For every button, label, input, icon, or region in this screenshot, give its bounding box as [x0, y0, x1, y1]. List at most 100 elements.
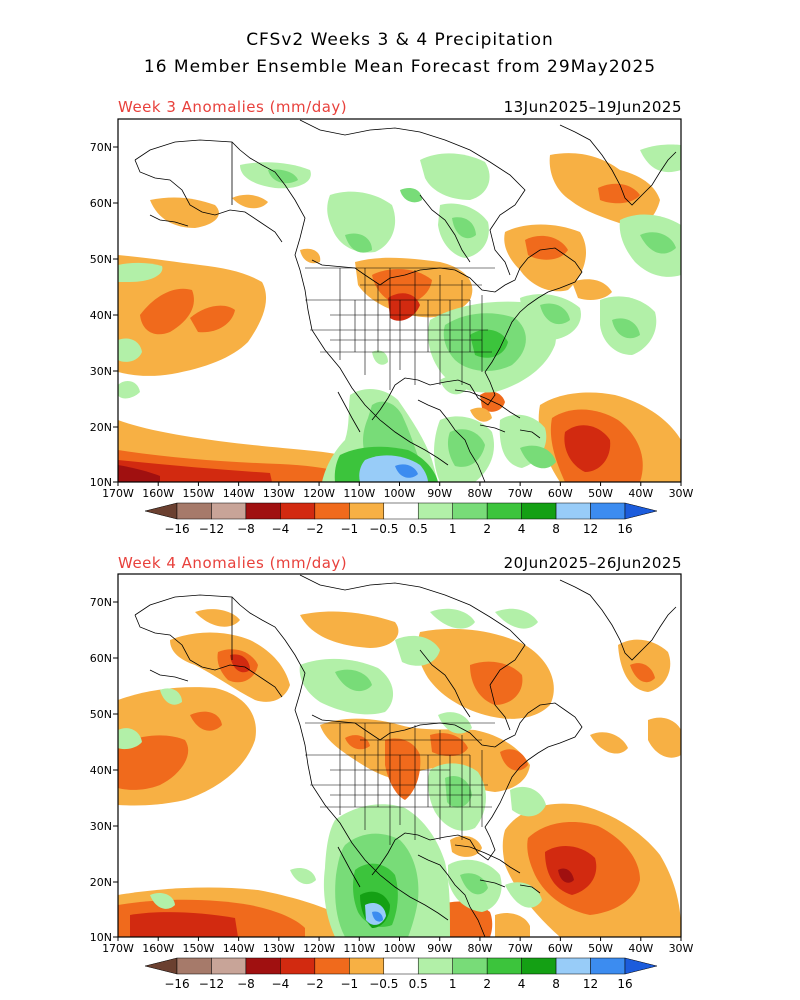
week4-colorbar-label: 12: [583, 977, 598, 991]
week4-lon-label: 60W: [548, 942, 573, 955]
week3-lat-label: 20N: [90, 421, 112, 434]
week3-colorbar-label: 12: [583, 522, 598, 536]
week3-colorbar-swatch: [176, 502, 212, 520]
week4-lon-label: 100W: [384, 942, 416, 955]
week3-lon-label: 70W: [508, 487, 533, 500]
week3-colorbar-swatch: [452, 502, 488, 520]
week3-colorbar-swatch: [211, 502, 247, 520]
week3-lon-label: 30W: [669, 487, 694, 500]
week3-lon-label: 170W: [102, 487, 134, 500]
week3-lon-label: 150W: [182, 487, 214, 500]
title-line-2: 16 Member Ensemble Mean Forecast from 29…: [143, 57, 657, 77]
week4-colorbar-swatch: [555, 957, 591, 975]
week3-state-lines: [305, 267, 495, 390]
week3-colorbar-swatch: [555, 502, 591, 520]
week3-colorbar-label: 4: [518, 522, 526, 536]
week3-lon-label: 130W: [263, 487, 295, 500]
week4-colorbar-swatch: [349, 957, 385, 975]
week4-lat-label: 10N: [90, 931, 112, 944]
week4-colorbar-label: 1: [449, 977, 457, 991]
week4-colorbar-label: −1: [340, 977, 358, 991]
week3-lon-label: 50W: [588, 487, 613, 500]
week4-colorbar-swatch: [211, 957, 247, 975]
week4-lat-label: 60N: [90, 652, 112, 665]
week4-dry-regions: [118, 609, 681, 937]
week3-colorbar-label: 8: [552, 522, 560, 536]
week4-colorbar-swatch: [245, 957, 281, 975]
week4-lat-label: 40N: [90, 764, 112, 777]
week3-lat-label: 40N: [90, 309, 112, 322]
week3-colorbar-swatch: [486, 502, 522, 520]
week4-state-lines: [305, 722, 495, 845]
week3-lon-label: 160W: [142, 487, 174, 500]
week4-colorbar-label: 2: [483, 977, 491, 991]
week3-colorbar-swatch: [521, 502, 557, 520]
title-line-1: CFSv2 Weeks 3 & 4 Precipitation: [246, 30, 554, 50]
week3-colorbar-label: −12: [199, 522, 224, 536]
week3-colorbar-label: −8: [237, 522, 255, 536]
week4-lat-label: 70N: [90, 596, 112, 609]
week4-lon-label: 40W: [628, 942, 653, 955]
week3-lon-label: 60W: [548, 487, 573, 500]
week4-lon-label: 50W: [588, 942, 613, 955]
week4-colorbar-swatch: [590, 957, 626, 975]
week3-colorbar-end-low: [144, 502, 178, 520]
week3-lon-label: 110W: [343, 487, 375, 500]
week3-lon-label: 140W: [223, 487, 255, 500]
week3-colorbar-label: −0.5: [369, 522, 398, 536]
week3-colorbar-label: 0.5: [409, 522, 428, 536]
week3-lat-label: 10N: [90, 476, 112, 489]
week3-lon-label: 40W: [628, 487, 653, 500]
week4-colorbar-label: −16: [164, 977, 189, 991]
week3-colorbar-swatch: [590, 502, 626, 520]
week3-colorbar-swatch: [383, 502, 419, 520]
week4-lon-label: 160W: [142, 942, 174, 955]
week3-colorbar-swatch: [314, 502, 350, 520]
week4-lon-label: 170W: [102, 942, 134, 955]
week4-colorbar-end-low: [144, 957, 178, 975]
week4-colorbar-label: −8: [237, 977, 255, 991]
week4-label: Week 4 Anomalies (mm/day): [118, 554, 348, 572]
week4-colorbar-label: 0.5: [409, 977, 428, 991]
week3-colorbar-end-high: [624, 502, 658, 520]
week4-colorbar-label: −0.5: [369, 977, 398, 991]
week3-dry-regions: [118, 153, 681, 482]
week3-label: Week 3 Anomalies (mm/day): [118, 98, 348, 116]
week3-lat-label: 50N: [90, 253, 112, 266]
week3-lat-label: 70N: [90, 141, 112, 154]
week4-colorbar-label: 16: [617, 977, 632, 991]
week3-lat-label: 30N: [90, 365, 112, 378]
week3-colorbar-swatch: [245, 502, 281, 520]
week3-lon-label: 80W: [467, 487, 492, 500]
week4-wet-regions: [118, 608, 546, 937]
week3-lon-label: 90W: [427, 487, 452, 500]
colorbar-week3: −16 −12 −8 −4 −2 −1 −0.5 0.5 1 2 4 8 12 16: [144, 502, 658, 536]
week4-lon-label: 30W: [669, 942, 694, 955]
week4-colorbar-swatch: [314, 957, 350, 975]
week4-coastlines: [134, 574, 677, 937]
week4-lon-label: 110W: [343, 942, 375, 955]
week4-lon-label: 140W: [223, 942, 255, 955]
week3-lat-label: 60N: [90, 197, 112, 210]
week3-colorbar-swatch: [349, 502, 385, 520]
week4-dates: 20Jun2025–26Jun2025: [503, 554, 682, 572]
week3-dates: 13Jun2025–19Jun2025: [503, 98, 682, 116]
week4-colorbar-swatch: [521, 957, 557, 975]
week4-colorbar-label: 8: [552, 977, 560, 991]
colorbar-week4: −16 −12 −8 −4 −2 −1 −0.5 0.5 1 2 4 8 12 16: [144, 957, 658, 991]
week3-colorbar-label: 16: [617, 522, 632, 536]
week3-colorbar-label: −1: [340, 522, 358, 536]
week3-colorbar-label: 2: [483, 522, 491, 536]
week4-colorbar-label: 4: [518, 977, 526, 991]
week4-lon-label: 120W: [303, 942, 335, 955]
week3-colorbar-label: −2: [306, 522, 324, 536]
week4-lon-label: 70W: [508, 942, 533, 955]
week4-colorbar-swatch: [417, 957, 453, 975]
week4-colorbar-label: −4: [272, 977, 290, 991]
week4-colorbar-swatch: [486, 957, 522, 975]
